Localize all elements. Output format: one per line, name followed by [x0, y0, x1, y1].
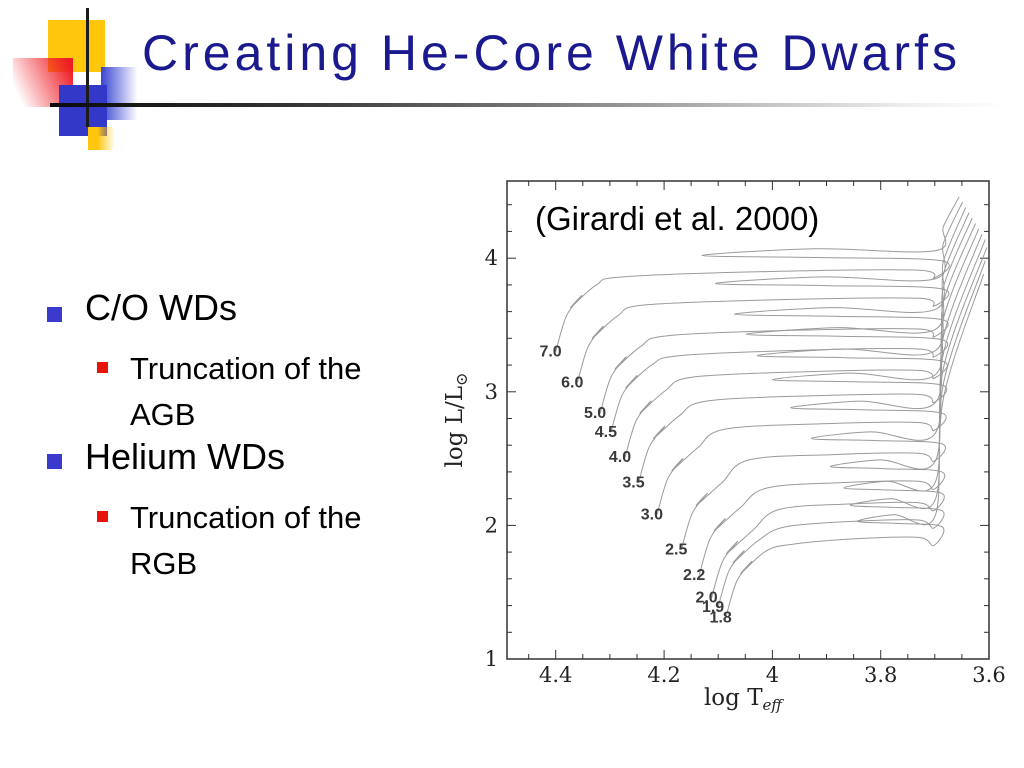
- decor-vertical-line: [86, 8, 89, 127]
- track-mass-label: 5.0: [584, 405, 606, 422]
- evolution-track: [599, 207, 967, 414]
- x-tick-label: 4: [766, 663, 779, 687]
- x-tick-label: 3.8: [864, 663, 897, 687]
- chart-caption: (Girardi et al. 2000): [535, 200, 819, 237]
- y-axis-title: log L/L⊙: [442, 373, 471, 468]
- track-mass-label: 6.0: [561, 374, 583, 391]
- bullet-square-blue: [47, 307, 62, 322]
- bullet-item: Helium WDs: [85, 436, 286, 477]
- evolution-track: [680, 233, 983, 550]
- evolution-track: [711, 247, 988, 598]
- track-mass-label: 2.0: [695, 590, 717, 607]
- bullet-item: C/O WDs: [85, 287, 237, 328]
- hr-diagram-svg: 4.4 4.2 4 3.8 3.6 1 2 3 4 (Girardi et al. 2000) lo…: [442, 180, 1006, 714]
- y-tick-label: 3: [485, 380, 498, 404]
- y-tick-label: 1: [485, 647, 498, 671]
- track-mass-label: 4.5: [595, 424, 617, 441]
- track-mass-label: 2.2: [683, 567, 705, 584]
- track-mass-label: 4.0: [609, 449, 631, 466]
- evolution-track: [610, 212, 970, 433]
- track-mass-label: 2.5: [665, 541, 687, 558]
- slide-title: Creating He-Core White Dwarfs: [142, 25, 961, 81]
- bullet-subitem: Truncation of the AGB: [130, 351, 362, 432]
- track-mass-label: 3.0: [641, 507, 663, 524]
- evolution-track: [576, 201, 963, 383]
- bullet-square-red: [97, 362, 108, 373]
- bullet-subitem: Truncation of the RGB: [130, 500, 362, 581]
- track-mass-label: 1.9: [702, 599, 724, 616]
- evolution-track: [624, 217, 973, 458]
- evolution-track: [698, 239, 986, 575]
- evolution-track: [725, 274, 985, 618]
- hr-diagram-figure: 4.4 4.2 4 3.8 3.6 1 2 3 4 (Girardi et al. 2000) lo…: [440, 168, 1024, 730]
- evolution-track: [656, 228, 980, 515]
- decor-small-yellow-square: [88, 127, 115, 150]
- plot-frame: [506, 180, 990, 660]
- evolution-track: [638, 223, 976, 483]
- track-mass-label: 7.0: [539, 344, 561, 361]
- track-mass-label: 1.8: [710, 610, 732, 627]
- x-tick-label: 4.4: [539, 663, 572, 687]
- x-tick-label: 4.2: [647, 663, 680, 687]
- decor-blue-gradient-square: [101, 67, 139, 120]
- evolution-track: [717, 260, 986, 608]
- bullet-square-blue: [47, 454, 62, 469]
- y-tick-label: 4: [485, 246, 498, 270]
- track-mass-label: 3.5: [622, 475, 644, 492]
- bullet-square-red: [97, 511, 108, 522]
- title-divider-line: [50, 103, 1008, 107]
- x-tick-label: 3.6: [972, 663, 1005, 687]
- x-axis-title: log Teff: [704, 685, 784, 714]
- evolution-track: [555, 196, 960, 352]
- y-tick-label: 2: [485, 513, 498, 537]
